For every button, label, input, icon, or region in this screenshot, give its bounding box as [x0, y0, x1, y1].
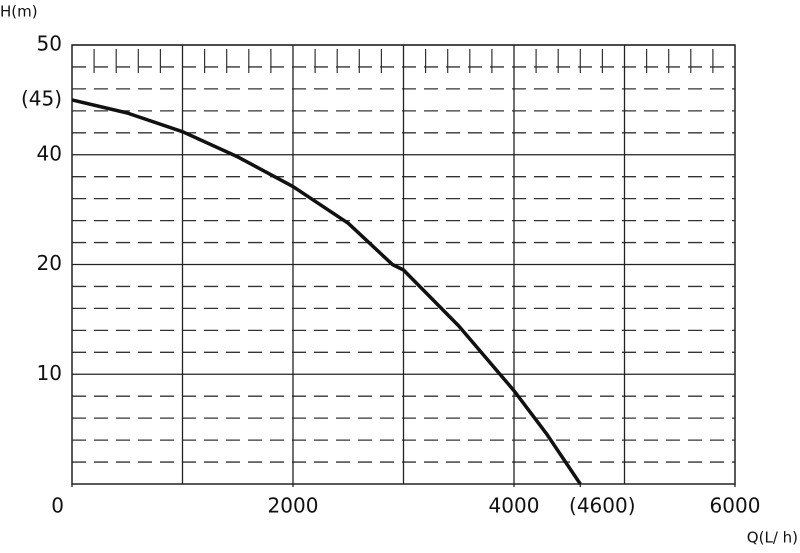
pump-curve	[71, 98, 582, 485]
y-tick-label: 50	[37, 32, 62, 56]
x-tick-label: 4000	[489, 494, 540, 518]
y-tick-label: 20	[37, 251, 62, 275]
x-axis-title: Q(L/ h)	[747, 529, 798, 547]
x-tick-label: 0	[51, 494, 64, 518]
y-tick-label: 40	[37, 141, 62, 165]
x-tick-label: 6000	[710, 494, 761, 518]
y-axis-title: H(m)	[0, 3, 38, 21]
plot-frame	[71, 44, 736, 485]
x-tick-label: (4600)	[569, 494, 636, 518]
y-tick-label: (45)	[21, 86, 62, 110]
y-tick-label: 10	[37, 361, 62, 385]
x-tick-label: 2000	[268, 494, 319, 518]
